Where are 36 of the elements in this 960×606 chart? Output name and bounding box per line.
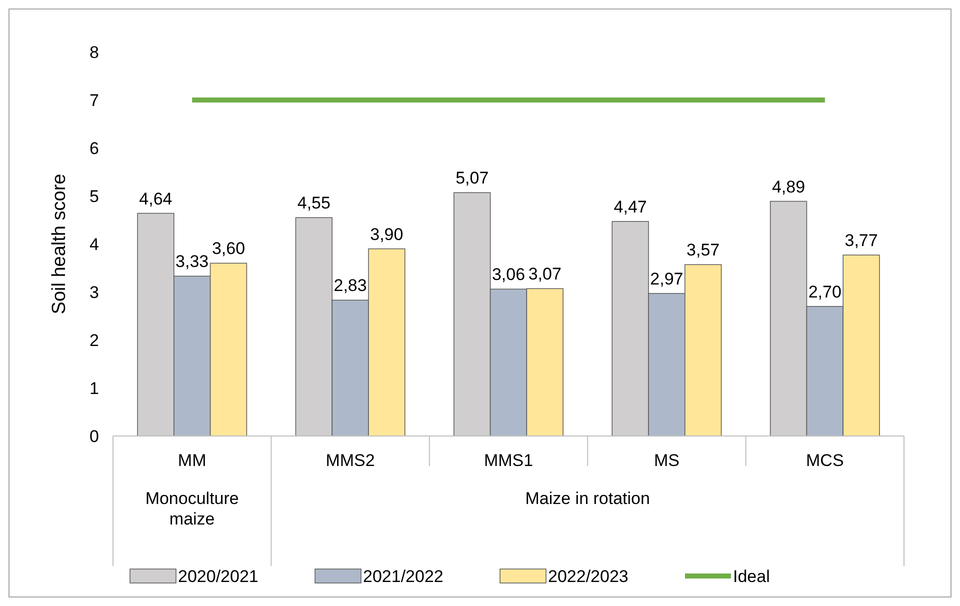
data-label: 2,70 [808, 282, 842, 302]
data-label: 3,33 [176, 252, 209, 272]
x-tick-label: MCS [806, 451, 844, 470]
y-tick-label: 2 [90, 330, 99, 350]
data-label: 4,47 [614, 197, 647, 216]
y-tick-label: 0 [90, 426, 99, 446]
legend-label: 2020/2021 [178, 566, 258, 586]
y-axis-title: Soil health score [49, 174, 70, 314]
y-tick-label: 3 [90, 282, 99, 302]
data-label: 3,06 [492, 265, 526, 284]
data-label: 3,07 [528, 264, 562, 284]
data-label: 3,60 [212, 239, 246, 258]
text: Maize in rotation [525, 489, 650, 508]
legend-label: 2021/2022 [363, 566, 444, 586]
data-label: 3,90 [370, 224, 404, 244]
data-label: 2,83 [334, 276, 367, 296]
data-label: 4,64 [139, 189, 172, 208]
text: Monoculture maize [145, 489, 239, 528]
legend-label: 2022/2023 [548, 566, 628, 586]
x-tick-label: MM [178, 451, 206, 470]
y-tick-label: 4 [90, 234, 99, 254]
data-label: 5,07 [456, 168, 489, 188]
data-label: 4,89 [772, 177, 806, 196]
y-tick-label: 8 [90, 42, 99, 62]
x-tick-label: MMS1 [484, 451, 534, 470]
data-label: 4,55 [297, 194, 330, 213]
y-tick-label: 7 [90, 90, 99, 110]
y-tick-label: 6 [90, 138, 99, 158]
data-label: 3,77 [844, 231, 878, 250]
x-tick-label: MMS2 [326, 451, 375, 470]
data-label: 3,57 [686, 240, 720, 260]
y-tick-label: 1 [90, 378, 99, 398]
x-tick-label: MS [654, 451, 680, 470]
data-label: 2,97 [650, 269, 684, 288]
legend-label: Ideal [733, 566, 770, 586]
y-tick-label: 5 [90, 186, 99, 206]
